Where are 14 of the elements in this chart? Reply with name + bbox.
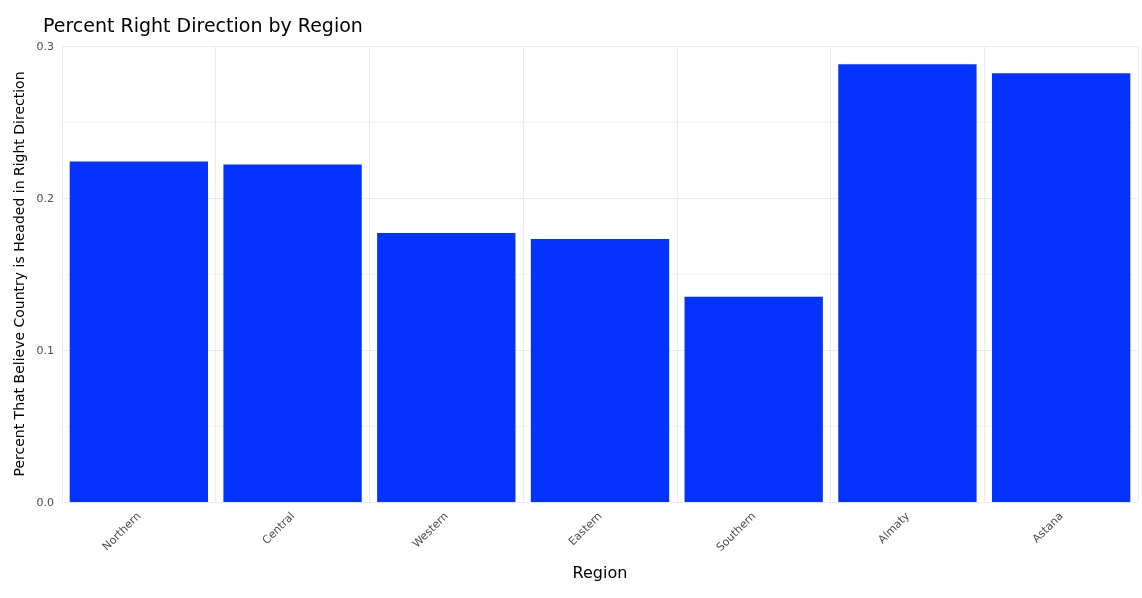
y-tick-label: 0.2 [36,191,54,205]
bar [69,161,209,502]
bar [838,64,977,502]
bar [530,239,670,502]
bar [223,164,362,502]
chart-title: Percent Right Direction by Region [43,13,363,36]
bar [991,73,1131,502]
y-axis-title: Percent That Believe Country is Headed in Right Direction [10,71,27,477]
bar [377,232,516,502]
y-tick-label: 0.0 [36,495,54,509]
bar [684,296,823,502]
x-axis-title: Region [572,562,628,582]
y-tick-label: 0.1 [36,343,54,357]
y-tick-label: 0.3 [36,39,54,53]
